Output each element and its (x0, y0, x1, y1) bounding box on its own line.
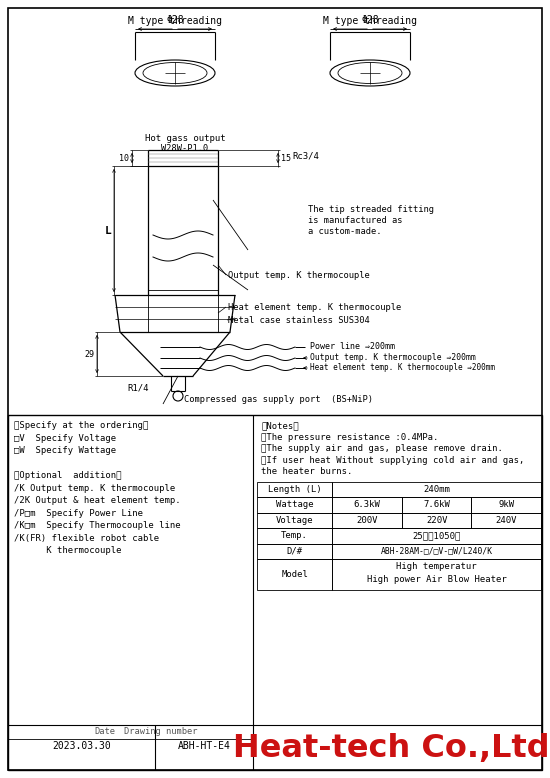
Text: 7.6kW: 7.6kW (423, 500, 450, 510)
Bar (402, 513, 471, 528)
Text: Drawing number: Drawing number (124, 727, 197, 736)
Text: the heater burns.: the heater burns. (261, 467, 353, 476)
Text: □W  Specify Wattage: □W Specify Wattage (14, 446, 116, 455)
Text: L: L (104, 226, 111, 236)
Text: ②The supply air and gas, please remove drain.: ②The supply air and gas, please remove d… (261, 444, 503, 453)
Text: ①The pressure resistance :0.4MPa.: ①The pressure resistance :0.4MPa. (261, 433, 438, 441)
Text: High temperatur: High temperatur (397, 562, 477, 571)
Text: M type threading: M type threading (323, 16, 417, 26)
Text: Heat-tech Co.,Ltd.: Heat-tech Co.,Ltd. (233, 733, 550, 764)
Text: 6.3kW: 6.3kW (354, 500, 381, 510)
Text: /K Output temp. K thermocouple: /K Output temp. K thermocouple (14, 483, 175, 492)
Text: 15: 15 (281, 153, 291, 163)
Bar (257, 528, 332, 544)
Text: 240V: 240V (496, 516, 517, 524)
Text: Power line ⇒200mm: Power line ⇒200mm (310, 342, 395, 351)
Text: Φ28: Φ28 (166, 15, 184, 25)
Text: 9kW: 9kW (498, 500, 514, 510)
Text: High power Air Blow Heater: High power Air Blow Heater (367, 576, 507, 584)
Text: Metal case stainless SUS304: Metal case stainless SUS304 (228, 316, 370, 324)
Bar (332, 559, 541, 590)
Text: Heat element temp. K thermocouple: Heat element temp. K thermocouple (228, 303, 402, 311)
Text: Heat element temp. K thermocouple ⇒200mm: Heat element temp. K thermocouple ⇒200mm (310, 363, 495, 372)
Text: Length (L): Length (L) (268, 485, 322, 494)
Text: /K□m  Specify Thermocouple line: /K□m Specify Thermocouple line (14, 521, 180, 530)
Bar (257, 497, 332, 513)
Text: D/#: D/# (287, 547, 302, 555)
Text: 【Optional  addition】: 【Optional addition】 (14, 471, 122, 480)
Text: M type threading: M type threading (128, 16, 222, 26)
Bar (402, 497, 471, 513)
Text: Wattage: Wattage (276, 500, 314, 510)
Text: 10: 10 (119, 153, 129, 163)
Bar (332, 497, 402, 513)
Text: The tip streaded fitting: The tip streaded fitting (308, 205, 434, 214)
Bar (332, 528, 541, 544)
Bar (471, 497, 541, 513)
Bar (257, 544, 332, 559)
Text: 25℃～1050℃: 25℃～1050℃ (412, 531, 461, 540)
Text: 2023.03.30: 2023.03.30 (52, 741, 111, 751)
Text: ABH-HT-E4: ABH-HT-E4 (178, 741, 230, 751)
Text: 【Notes】: 【Notes】 (261, 421, 299, 430)
Text: 200V: 200V (356, 516, 378, 524)
Bar (332, 513, 402, 528)
Bar (8, 415, 542, 770)
Text: Voltage: Voltage (276, 516, 314, 524)
Text: K thermocouple: K thermocouple (14, 546, 122, 555)
Text: a custom-made.: a custom-made. (308, 227, 382, 236)
Text: ABH-28AM-□/□V-□W/L240/K: ABH-28AM-□/□V-□W/L240/K (381, 547, 493, 555)
Bar (332, 544, 541, 559)
Text: Output temp. K thermocouple ⇒200mm: Output temp. K thermocouple ⇒200mm (310, 352, 476, 362)
Text: /2K Output & heat element temp.: /2K Output & heat element temp. (14, 496, 180, 505)
Text: Φ28: Φ28 (361, 15, 379, 25)
Text: Compressed gas supply port  (BS+NiP): Compressed gas supply port (BS+NiP) (184, 395, 372, 404)
Text: 240mm: 240mm (423, 485, 450, 494)
Text: R1/4: R1/4 (127, 384, 148, 392)
Text: W28W-P1.0: W28W-P1.0 (161, 144, 208, 153)
Text: Date: Date (94, 727, 115, 736)
Text: ③If user heat Without supplying cold air and gas,: ③If user heat Without supplying cold air… (261, 455, 524, 464)
Text: /K(FR) flexible robot cable: /K(FR) flexible robot cable (14, 534, 159, 542)
Text: Output temp. K thermocouple: Output temp. K thermocouple (228, 271, 370, 279)
Bar (257, 513, 332, 528)
Bar (471, 513, 541, 528)
Text: is manufactured as: is manufactured as (308, 216, 403, 225)
Text: Hot gass output: Hot gass output (145, 134, 226, 143)
Text: 220V: 220V (426, 516, 447, 524)
Text: □V  Specify Voltage: □V Specify Voltage (14, 433, 116, 443)
Bar (257, 559, 332, 590)
Text: 29: 29 (84, 349, 94, 359)
Text: /P□m  Specify Power Line: /P□m Specify Power Line (14, 509, 143, 517)
Bar (332, 482, 541, 497)
Text: Model: Model (281, 570, 308, 579)
Text: 【Specify at the ordering】: 【Specify at the ordering】 (14, 421, 148, 430)
Text: Temp.: Temp. (281, 531, 308, 540)
Text: Rc3/4: Rc3/4 (292, 152, 319, 160)
Bar (257, 482, 332, 497)
